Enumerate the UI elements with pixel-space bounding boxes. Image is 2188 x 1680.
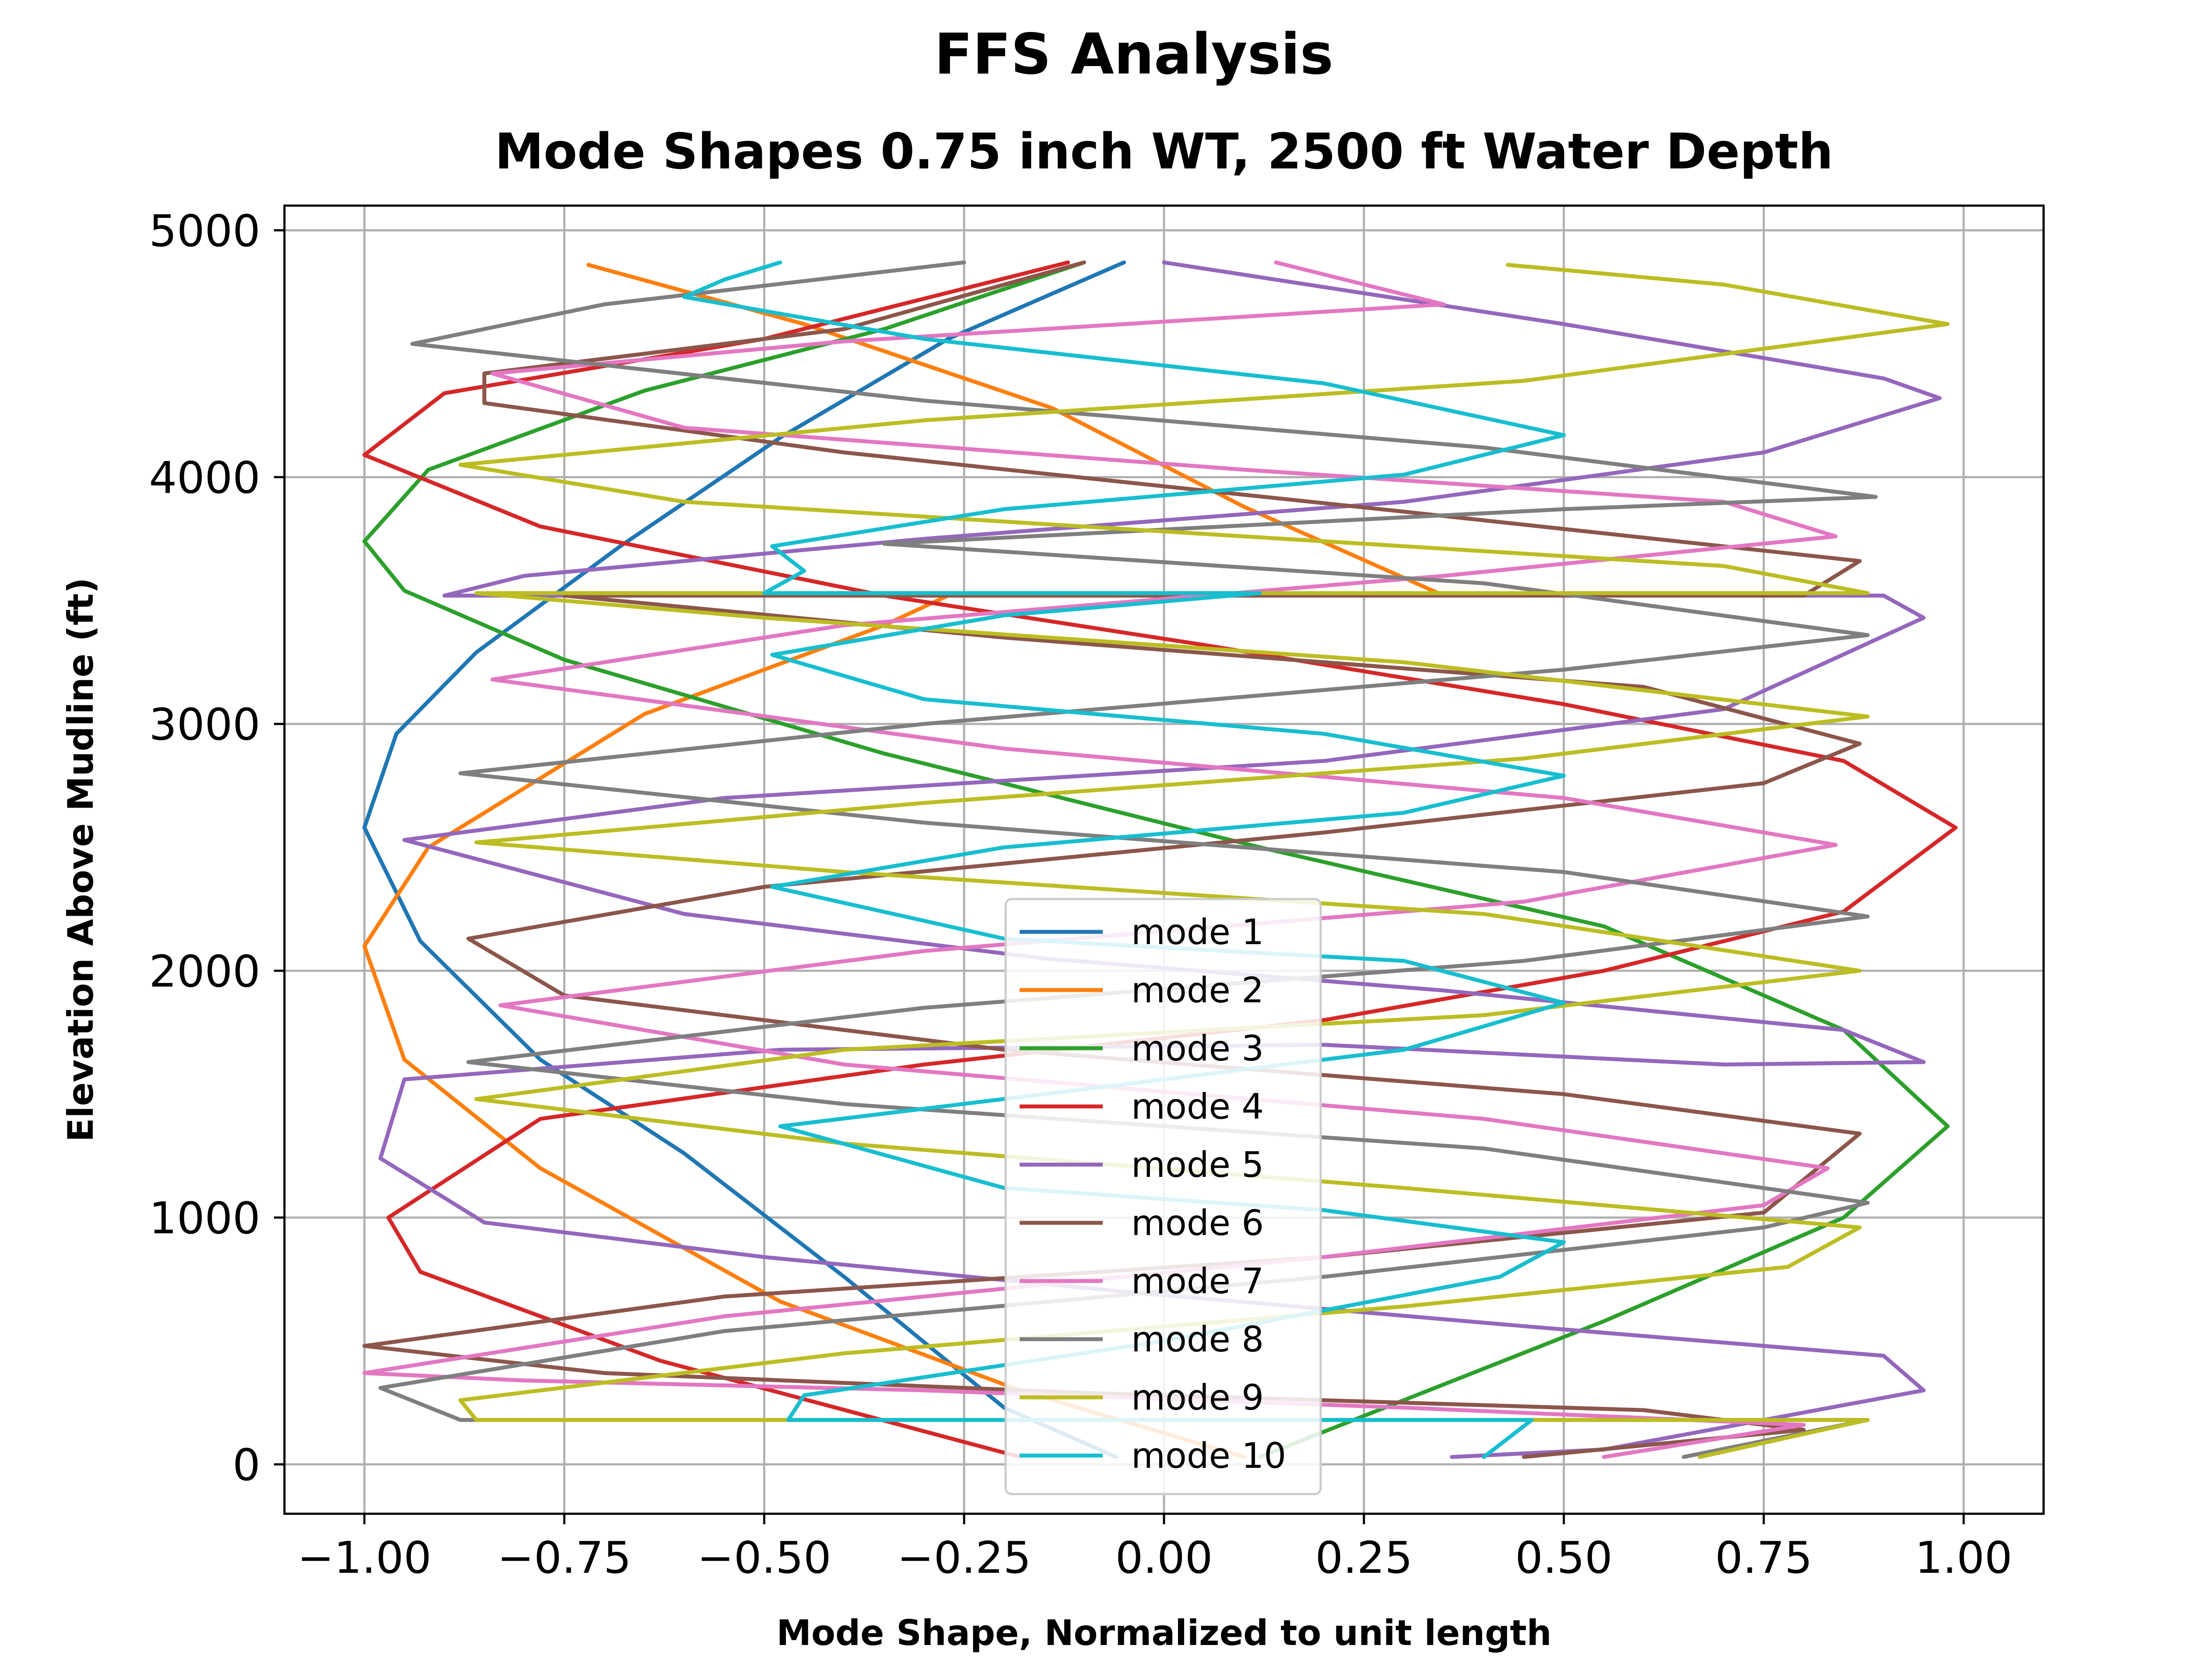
y-tick-label: 2000	[149, 946, 261, 997]
chart-title: Mode Shapes 0.75 inch WT, 2500 ft Water …	[495, 123, 1834, 180]
legend-label-mode-1: mode 1	[1131, 912, 1264, 952]
y-tick-label: 0	[232, 1439, 260, 1491]
legend-label-mode-3: mode 3	[1131, 1028, 1264, 1069]
x-tick-label: 0.75	[1715, 1532, 1813, 1583]
legend-label-mode-10: mode 10	[1131, 1435, 1286, 1476]
series-line-mode-2	[362, 262, 1446, 1459]
legend-label-mode-8: mode 8	[1131, 1319, 1264, 1360]
series-line-mode-7	[362, 260, 1838, 1459]
legend-label-mode-6: mode 6	[1131, 1203, 1264, 1243]
series-lines	[362, 260, 1958, 1459]
figure-suptitle: FFS Analysis	[934, 22, 1333, 87]
legend-label-mode-4: mode 4	[1131, 1086, 1264, 1127]
x-tick-label: −0.50	[697, 1532, 831, 1583]
x-tick-label: −0.25	[897, 1532, 1031, 1583]
series-line-mode-1	[362, 260, 1126, 1459]
legend-label-mode-2: mode 2	[1131, 970, 1264, 1011]
y-axis-label: Elevation Above Mudline (ft)	[60, 578, 101, 1142]
legend-label-mode-9: mode 9	[1131, 1377, 1264, 1418]
x-tick-label: 0.50	[1515, 1532, 1613, 1583]
series-line-mode-9	[458, 262, 1950, 1459]
y-tick-label: 5000	[149, 205, 261, 256]
series-line-mode-10	[682, 260, 1566, 1459]
y-tick-label: 1000	[149, 1193, 261, 1244]
x-tick-label: −0.75	[497, 1532, 631, 1583]
x-tick-label: −1.00	[298, 1532, 431, 1583]
legend-label-mode-7: mode 7	[1131, 1261, 1264, 1302]
x-axis-label: Mode Shape, Normalized to unit length	[776, 1613, 1551, 1653]
y-tick-label: 3000	[149, 699, 261, 750]
x-tick-label: 0.25	[1315, 1532, 1413, 1583]
y-tick-label: 4000	[149, 452, 261, 504]
x-tick-label: 1.00	[1915, 1532, 2013, 1583]
y-axis-ticks: 0 1000 2000 3000 4000 5000	[149, 205, 284, 1491]
x-axis-ticks: −1.00 −0.75 −0.50 −0.25 0.00 0.25 0.50 0.75 1.00	[298, 1514, 2013, 1583]
x-tick-label: 0.00	[1115, 1532, 1213, 1583]
legend: mode 1 mode 2 mode 3 mode 4 mode 5 mode 6 mode…	[1004, 898, 1322, 1495]
legend-label-mode-5: mode 5	[1131, 1144, 1264, 1185]
series-line-mode-4	[362, 260, 1958, 1459]
